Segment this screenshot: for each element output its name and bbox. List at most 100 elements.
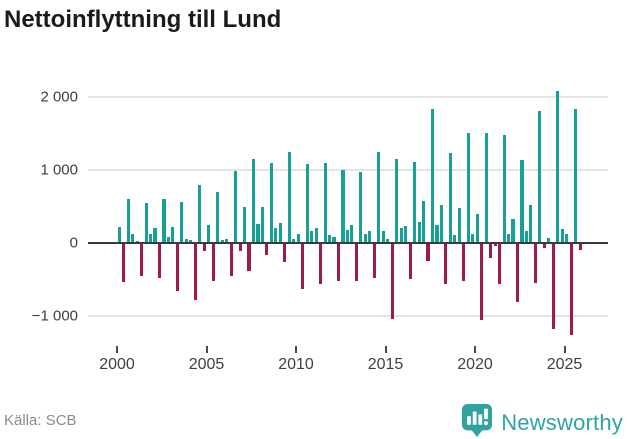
bar: [404, 226, 408, 243]
x-axis-tick: [116, 346, 118, 353]
bar: [560, 229, 564, 243]
bar: [301, 244, 305, 290]
bar: [466, 132, 470, 243]
bar: [444, 244, 448, 285]
bar: [453, 235, 457, 243]
x-axis-tick: [384, 346, 387, 353]
bar: [511, 218, 515, 243]
newsworthy-badge-icon: [461, 403, 493, 439]
bar: [198, 184, 202, 243]
bar: [229, 244, 233, 277]
bar: [578, 244, 582, 250]
bar: [408, 244, 412, 279]
bar: [207, 224, 211, 244]
bar: [296, 234, 300, 243]
x-axis-tick: [563, 346, 566, 353]
bar: [493, 244, 497, 246]
bar: [153, 228, 157, 243]
y-axis-tick-label: 1 000: [40, 161, 78, 179]
bar: [515, 244, 520, 303]
bar: [524, 230, 529, 243]
bar: [265, 244, 269, 255]
bar: [413, 162, 417, 243]
bar: [430, 108, 435, 243]
gridline: [88, 169, 608, 171]
bar: [439, 205, 443, 243]
x-axis-tick: [295, 346, 297, 353]
bar: [395, 159, 399, 243]
bar: [184, 238, 188, 243]
bar: [399, 228, 403, 243]
bar: [533, 244, 537, 283]
y-axis-tick-label: 2 000: [40, 88, 78, 106]
bar: [122, 244, 126, 282]
bar: [220, 240, 224, 243]
bar: [189, 240, 193, 243]
bar: [283, 244, 287, 263]
bar: [547, 237, 551, 243]
bar: [135, 240, 139, 243]
bar: [211, 244, 215, 282]
bar: [507, 233, 511, 243]
bar: [475, 213, 479, 243]
bar: [341, 170, 345, 243]
bar: [319, 244, 323, 285]
bar: [542, 244, 546, 248]
bar: [157, 244, 162, 279]
bar: [278, 222, 282, 243]
bar: [489, 244, 493, 258]
bar: [247, 244, 251, 271]
x-axis-tick-label: 2010: [278, 356, 314, 373]
x-axis-tick: [205, 346, 208, 353]
bar: [274, 227, 278, 243]
bar: [448, 152, 452, 243]
bar: [498, 244, 502, 285]
x-axis-tick-label: 2000: [99, 356, 135, 373]
bar: [381, 231, 385, 243]
bar: [462, 244, 466, 282]
bar: [323, 162, 327, 243]
bar: [372, 244, 376, 278]
bar: [180, 202, 184, 243]
bar: [480, 244, 484, 320]
bar: [345, 229, 350, 243]
bar: [234, 170, 238, 243]
bar: [484, 132, 488, 243]
bar: [421, 201, 426, 243]
bar: [551, 244, 555, 330]
bar: [193, 244, 197, 300]
bar: [471, 233, 475, 243]
bar: [166, 237, 171, 243]
bar: [538, 110, 542, 243]
chart-title: Nettoinflyttning till Lund: [4, 6, 282, 33]
bar: [390, 244, 394, 320]
source-caption: Källa: SCB: [4, 412, 77, 429]
bar: [305, 164, 309, 243]
bar: [502, 135, 506, 243]
bar: [242, 206, 247, 243]
x-axis-tick-label: 2025: [546, 356, 583, 373]
bar: [162, 198, 166, 243]
brand-wordmark: Newsworthy: [501, 410, 623, 435]
x-axis-tick-label: 2015: [367, 356, 404, 373]
bar: [332, 237, 336, 243]
bar: [260, 207, 264, 243]
bar: [426, 244, 430, 261]
bar: [292, 239, 296, 243]
bar: [529, 205, 533, 243]
bar: [435, 224, 439, 244]
y-axis-tick-label: −1 000: [31, 307, 78, 325]
bar: [171, 226, 175, 243]
bar: [354, 244, 358, 282]
bar: [238, 244, 242, 252]
gridline: [88, 315, 608, 317]
bar: [363, 233, 367, 243]
bar: [314, 227, 318, 243]
gridline: [88, 96, 608, 98]
bar: [149, 233, 153, 243]
bar: [328, 235, 332, 243]
bar: [359, 172, 363, 243]
bar: [256, 224, 260, 243]
bar: [216, 191, 220, 243]
